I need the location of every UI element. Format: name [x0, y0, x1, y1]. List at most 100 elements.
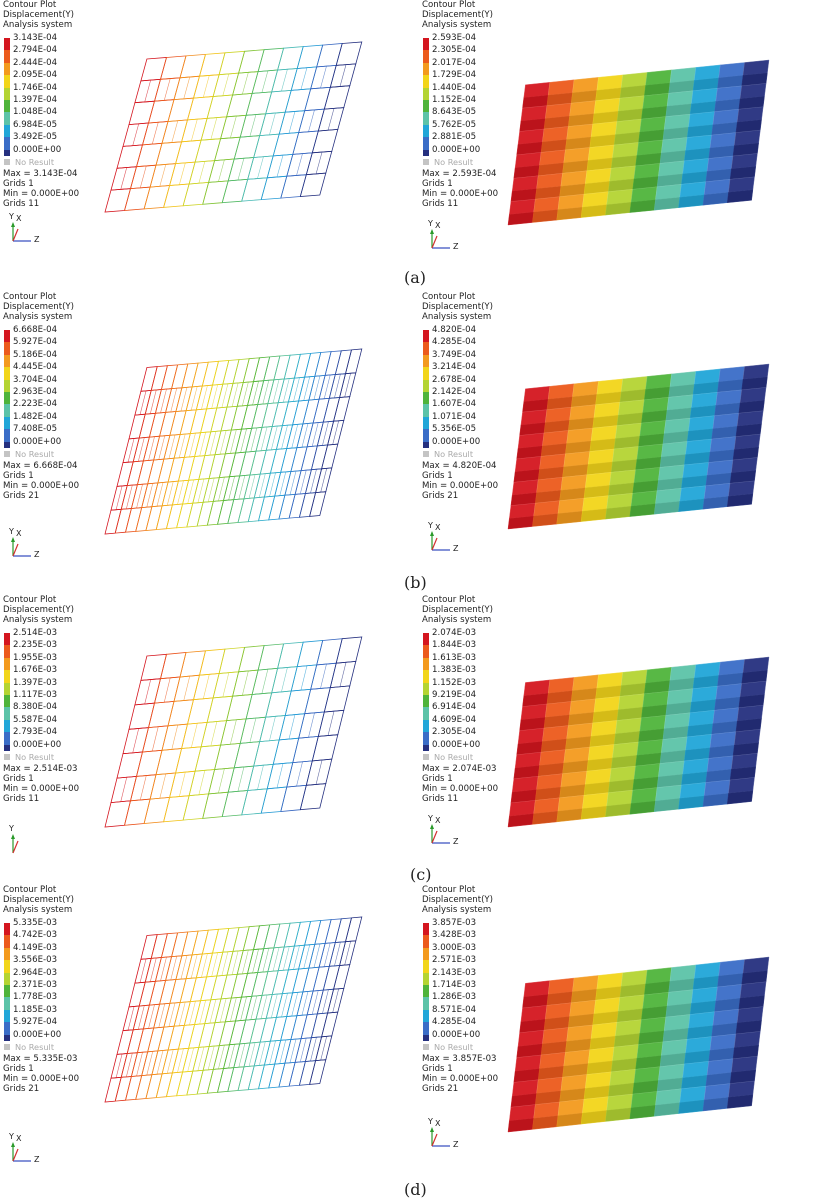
mesh-cell	[167, 97, 195, 122]
mesh-edge	[249, 114, 257, 137]
axis-z-label: Z	[34, 235, 40, 244]
mesh-edge	[257, 156, 264, 179]
mesh-cell	[292, 399, 310, 426]
mesh-cell	[334, 917, 353, 943]
result-stats: Max = 2.074E-03 Grids 1 Min = 0.000E+00 Gri…	[422, 764, 498, 804]
axis-x-label: X	[435, 523, 441, 532]
mesh-cell	[159, 55, 187, 80]
color-band	[423, 441, 429, 448]
axis-z-label: Z	[453, 242, 459, 251]
contour-face	[726, 790, 754, 805]
mesh-edge	[327, 108, 335, 131]
mesh-edge	[228, 476, 235, 501]
mesh-edge	[320, 1036, 327, 1061]
scale-tick-label: 1.071E-04	[432, 411, 477, 422]
mesh-edge	[339, 662, 347, 687]
mesh-edge	[237, 158, 245, 181]
mesh-cell	[249, 449, 267, 476]
mesh-cell	[321, 443, 339, 470]
mesh-edge	[146, 1051, 154, 1076]
mesh-edge	[120, 777, 128, 802]
mesh-cell	[302, 966, 320, 993]
coordinate-system-label: Analysis system	[3, 312, 73, 322]
color-band	[4, 75, 10, 88]
mesh-cell	[181, 930, 199, 957]
mesh-edge	[139, 165, 147, 188]
result-stats: Max = 5.335E-03 Grids 1 Min = 0.000E+00 Gri…	[3, 1054, 79, 1094]
mesh-cell	[210, 974, 228, 1001]
max-value: Max = 3.857E-03	[422, 1054, 497, 1064]
color-band	[4, 972, 10, 985]
mesh-edge	[332, 988, 339, 1013]
scale-tick-label: 3.492E-05	[13, 132, 58, 143]
mesh-cell	[175, 139, 202, 165]
min-value: Min = 0.000E+00	[3, 1074, 80, 1084]
scale-tick-label: 5.186E-04	[13, 349, 58, 360]
mesh-edge	[149, 389, 157, 414]
axis-y-label: Y	[428, 219, 433, 228]
mesh-cell	[211, 928, 230, 954]
mesh-cell	[155, 504, 173, 531]
min-value: Min = 0.000E+00	[422, 481, 499, 491]
axis-y-label: Y	[428, 521, 433, 530]
mesh-cell	[188, 455, 206, 481]
mesh-edge	[170, 956, 178, 981]
contour-face	[726, 493, 754, 507]
no-result-swatch	[4, 1044, 10, 1050]
mesh-cell	[292, 735, 319, 764]
mesh-cell	[252, 356, 271, 383]
mesh-edge	[296, 153, 303, 176]
mesh-edge	[320, 663, 327, 689]
color-band	[4, 50, 10, 63]
mesh-edge	[296, 761, 303, 787]
mesh-cell	[221, 178, 249, 204]
contour-legend: Contour Plot Displacement(Y) Analysis syst…	[422, 0, 498, 209]
mesh-cell	[300, 1013, 318, 1040]
mesh-cell	[208, 453, 226, 479]
mesh-cell	[293, 920, 312, 947]
mesh-edge	[271, 426, 278, 450]
color-scale: 2.074E-03 1.844E-03 1.613E-03 1.383E-03 1.15…	[422, 628, 498, 752]
mesh-cell	[232, 926, 250, 952]
scale-tick-label: 2.223E-04	[13, 399, 58, 410]
scale-tick-label: 1.729E-04	[432, 70, 477, 81]
mesh-cell	[218, 452, 237, 479]
axis-x-label: X	[435, 816, 441, 825]
mesh-edge	[127, 438, 135, 463]
mesh-cell	[135, 506, 153, 532]
mesh-cell	[200, 975, 218, 1002]
result-type-label: Displacement(Y)	[3, 605, 75, 615]
mesh-edge	[259, 1041, 266, 1066]
mesh-edge	[189, 433, 196, 457]
mesh-cell	[333, 964, 351, 990]
axis-y-label: Y	[428, 814, 433, 823]
scale-tick-label: 2.793E-04	[13, 727, 58, 738]
result-type-label: Displacement(Y)	[422, 302, 494, 312]
color-band	[423, 392, 429, 405]
mesh-cell	[298, 1060, 317, 1086]
mesh-edge	[242, 381, 249, 406]
coordinate-system-label: Analysis system	[422, 905, 492, 915]
color-band	[4, 985, 10, 998]
color-band	[4, 657, 10, 671]
color-band	[423, 416, 429, 430]
mesh-edge	[197, 1046, 205, 1071]
color-band	[423, 124, 429, 138]
axis-y-label: Y	[9, 212, 14, 221]
mesh-edge	[203, 75, 210, 98]
mesh-cell	[198, 52, 226, 77]
mesh-cell	[239, 1018, 257, 1045]
mesh-edge	[160, 389, 167, 413]
axis-triad-arrows	[11, 222, 31, 242]
mesh-edge	[323, 374, 331, 399]
no-result-entry: No Result	[422, 1042, 498, 1054]
scale-tick-label: 1.185E-03	[13, 1004, 58, 1015]
mesh-edge	[163, 677, 171, 703]
mesh-cell	[163, 795, 190, 823]
max-value: Max = 4.820E-04	[422, 461, 497, 471]
scale-tick-label: 1.048E-04	[13, 107, 58, 118]
mesh-cell	[218, 646, 246, 674]
mesh-cell	[202, 180, 229, 205]
mesh-cell	[176, 502, 194, 529]
